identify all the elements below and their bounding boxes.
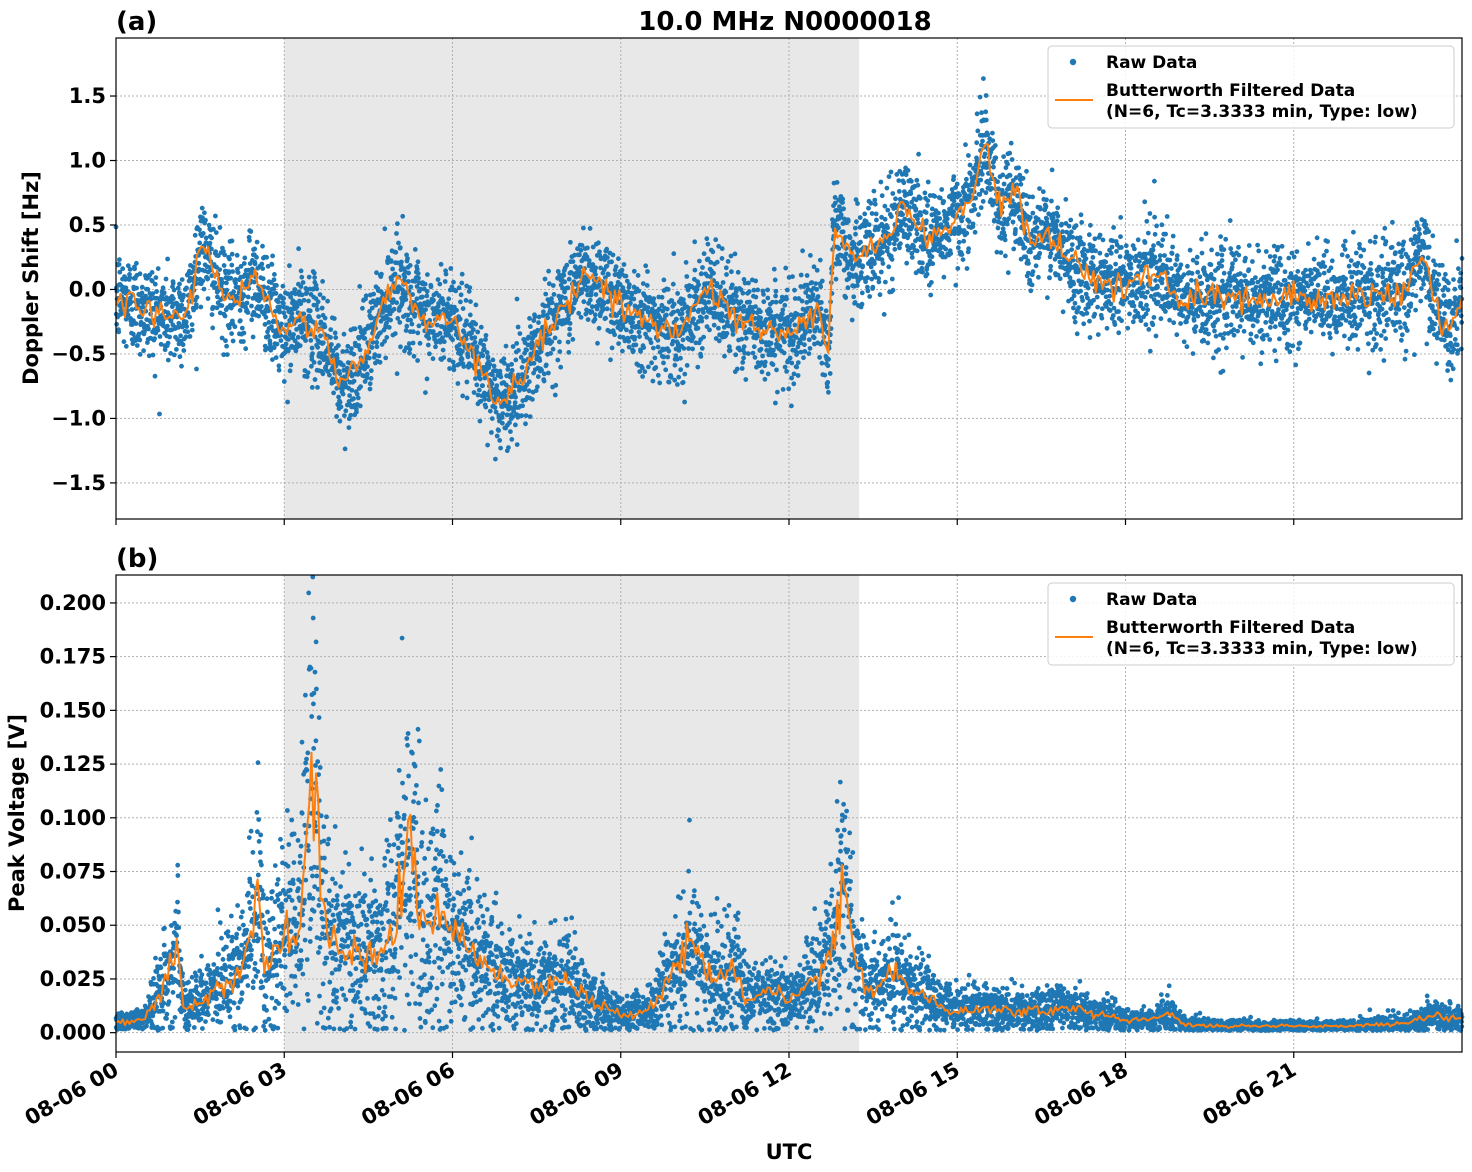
panel-a-ylabel: Doppler Shift [Hz]: [19, 171, 43, 385]
legend-raw-label: Raw Data: [1106, 590, 1197, 610]
legend-filtered-params: (N=6, Tc=3.3333 min, Type: low): [1106, 639, 1418, 659]
x-tick-label: 08-06 00: [21, 1058, 123, 1131]
x-axis-label: UTC: [766, 1140, 813, 1164]
y-tick-label: 0.200: [40, 591, 106, 615]
panel-a-doppler-shift: (a) 1.5 1.0 0.5 0.0 −0.5 −1.0 −1.5 Doppler Shi…: [19, 7, 1465, 525]
y-tick-label: 0.075: [40, 860, 106, 884]
y-tick-label: −0.5: [51, 342, 106, 366]
panel-b-peak-voltage: (b) 0.200 0.175 0.150 0.125 0.100 0.075 0.050 0…: [5, 544, 1465, 1131]
x-tick-label: 08-06 09: [525, 1058, 627, 1131]
raw-data-points: [113, 574, 1465, 1033]
x-tick-label: 08-06 06: [357, 1058, 459, 1131]
y-tick-label: 0.0: [69, 277, 106, 301]
panel-a-legend: Raw Data Butterworth Filtered Data (N=6,…: [1047, 45, 1455, 129]
y-tick-label: 0.175: [40, 645, 106, 669]
legend-filtered-label: Butterworth Filtered Data: [1106, 81, 1355, 101]
y-tick-label: 0.5: [69, 213, 106, 237]
night-shaded-region: [284, 38, 860, 519]
x-tick-label: 08-06 21: [1198, 1058, 1300, 1131]
y-tick-label: −1.0: [51, 406, 106, 430]
y-tick-label: 0.050: [40, 913, 106, 937]
legend-raw-marker: [1069, 58, 1077, 66]
x-tick-label: 08-06 12: [694, 1058, 796, 1131]
x-tick-label: 08-06 18: [1030, 1058, 1132, 1131]
panel-b-ylabel: Peak Voltage [V]: [5, 714, 29, 912]
y-tick-label: 0.000: [40, 1021, 106, 1045]
y-tick-label: 0.100: [40, 806, 106, 830]
panel-a-label: (a): [116, 7, 157, 37]
legend-filtered-label: Butterworth Filtered Data: [1106, 618, 1355, 638]
y-tick-label: 0.125: [40, 752, 106, 776]
legend-box: [1047, 45, 1455, 129]
y-tick-label: 0.150: [40, 698, 106, 722]
y-tick-label: 1.5: [69, 84, 106, 108]
legend-box: [1047, 582, 1455, 666]
y-tick-label: 0.025: [40, 967, 106, 991]
panel-b-label: (b): [116, 544, 158, 574]
x-tick-label: 08-06 15: [862, 1058, 964, 1131]
legend-raw-marker: [1069, 595, 1077, 603]
legend-filtered-params: (N=6, Tc=3.3333 min, Type: low): [1106, 102, 1418, 122]
y-tick-label: −1.5: [51, 471, 106, 495]
x-tick-label: 08-06 03: [189, 1058, 291, 1131]
figure-title: 10.0 MHz N0000018: [638, 7, 931, 37]
panel-b-legend: Raw Data Butterworth Filtered Data (N=6,…: [1047, 582, 1455, 666]
y-tick-label: 1.0: [69, 149, 106, 173]
filtered-data-line: [115, 751, 1463, 1030]
legend-raw-label: Raw Data: [1106, 53, 1197, 73]
filtered-data-line: [115, 143, 1463, 405]
